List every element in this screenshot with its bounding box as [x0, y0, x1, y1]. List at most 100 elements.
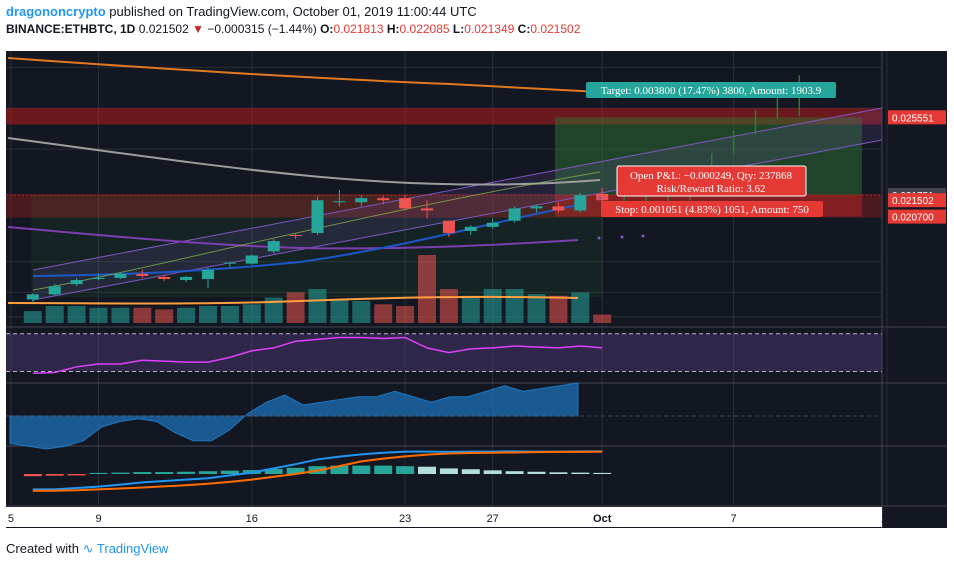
candle-body: [289, 235, 302, 237]
candle-body: [596, 193, 609, 201]
date-tick-label: Oct: [593, 513, 612, 525]
macd-line: [32, 450, 603, 491]
candle-body: [486, 222, 499, 227]
macd-signal-line: [32, 450, 603, 492]
price-tag-label: 0.021502: [892, 196, 934, 207]
candle-body: [70, 280, 83, 285]
stop-label-box: [601, 201, 823, 217]
close-value: 0.021502: [530, 22, 581, 36]
created-with-text: Created with: [6, 541, 79, 556]
macd-histogram-bar: [67, 474, 86, 476]
open-label: O:: [320, 22, 334, 36]
low-value: 0.021349: [464, 22, 515, 36]
volume-bar: [396, 306, 415, 323]
footer: Created with ∿ TradingView: [6, 541, 168, 557]
date-axis-background: [0, 507, 882, 527]
volume-bar: [352, 300, 371, 323]
price-tag-label: 0.020700: [892, 213, 934, 224]
volume-bar: [461, 295, 480, 323]
volume-bar: [418, 255, 436, 323]
position-labels: Target: 0.003800 (17.47%) 3800, Amount: …: [586, 82, 836, 217]
candle-body: [202, 269, 214, 280]
macd-histogram-bar: [330, 465, 349, 474]
macd-histogram-bar: [593, 472, 612, 474]
macd-histogram-bar: [286, 467, 305, 474]
volume-bar: [177, 307, 196, 323]
volume-bar: [89, 307, 108, 323]
volume-bar: [330, 299, 349, 323]
macd-histogram-bar: [199, 471, 217, 474]
volume-bar: [264, 297, 283, 323]
price-tag-box: [888, 209, 946, 224]
macd-histogram-bar: [264, 468, 283, 474]
candle-body: [223, 262, 236, 264]
panel-axis-label: 40.00: [892, 358, 917, 369]
published-text: published on TradingView.com, October 01…: [109, 4, 477, 19]
date-tick-label: 23: [399, 513, 411, 525]
high-label: H:: [386, 22, 400, 36]
chart-background: [6, 51, 947, 528]
price-tick-label: 0.028000: [892, 63, 934, 74]
price-tick-label: 0.015800: [892, 313, 934, 324]
volume-bar: [220, 306, 239, 323]
price-tick-label: 0.026000: [892, 104, 934, 115]
macd-histogram-bar: [89, 472, 108, 474]
price-axis: 0.028000 0.026000 0.024000 0.018500 0.017000…: [888, 63, 946, 481]
candle-body: [267, 241, 280, 252]
macd-histogram-bar: [527, 471, 546, 474]
macd-histogram-bar: [133, 472, 152, 474]
volume-bar: [133, 307, 152, 323]
volume-ma-line: [7, 296, 579, 305]
date-tick-label: 7: [731, 513, 737, 525]
projection-dot: [620, 235, 624, 239]
price-tick-label: 0.018500: [892, 258, 934, 269]
candle-body: [530, 206, 543, 209]
macd-histogram-bar: [374, 465, 393, 474]
candle-body: [399, 198, 412, 209]
macd-histogram-bar: [418, 466, 436, 474]
volume-bar: [23, 311, 42, 323]
ma-orange-line: [7, 57, 601, 93]
macd-histogram-bar: [45, 474, 64, 476]
candle-body: [158, 276, 171, 280]
candle-body: [442, 220, 455, 233]
macd-histogram-bar: [549, 472, 568, 474]
candle-body: [180, 276, 193, 281]
target-label: Target: 0.003800 (17.47%) 3800, Amount: …: [601, 85, 822, 97]
price-tag-box: [888, 193, 946, 208]
candles: [26, 188, 609, 303]
candle-body: [421, 208, 433, 211]
down-arrow-icon: ▼: [192, 22, 204, 36]
high-value: 0.022085: [399, 22, 450, 36]
macd-histogram-bar: [483, 470, 502, 474]
macd-histogram-bar: [111, 472, 130, 474]
author-name[interactable]: dragononcrypto: [6, 4, 106, 19]
open-pl-box: [616, 165, 807, 197]
macd-histogram-bar: [23, 474, 42, 477]
macd-histogram-bar: [571, 472, 590, 474]
volume-bar: [374, 304, 393, 323]
projection-dot: [597, 236, 601, 240]
target-label-box: [586, 82, 836, 98]
volume-bar: [286, 292, 305, 323]
tradingview-brand[interactable]: TradingView: [96, 541, 169, 556]
price-tag-label: 0.025551: [892, 113, 934, 124]
price-change: −0.000315 (−1.44%): [207, 22, 317, 36]
macd-histogram-bar: [155, 472, 174, 474]
volume-bar: [593, 314, 612, 323]
tradingview-logo-icon[interactable]: ∿: [82, 541, 94, 556]
trendline: [32, 171, 601, 291]
candle-body: [136, 273, 149, 276]
macd-histogram-bar: [439, 468, 458, 474]
open-value: 0.021813: [333, 22, 384, 36]
rsi-band: [6, 333, 882, 372]
rsi-panel: [6, 333, 882, 375]
candle-body: [552, 206, 565, 211]
close-label: C:: [517, 22, 531, 36]
volume-bar: [308, 289, 327, 323]
macd-panel: [23, 450, 612, 492]
volume-bar: [505, 289, 524, 323]
macd-histogram-bar: [352, 465, 371, 474]
last-price: 0.021502: [138, 22, 189, 36]
